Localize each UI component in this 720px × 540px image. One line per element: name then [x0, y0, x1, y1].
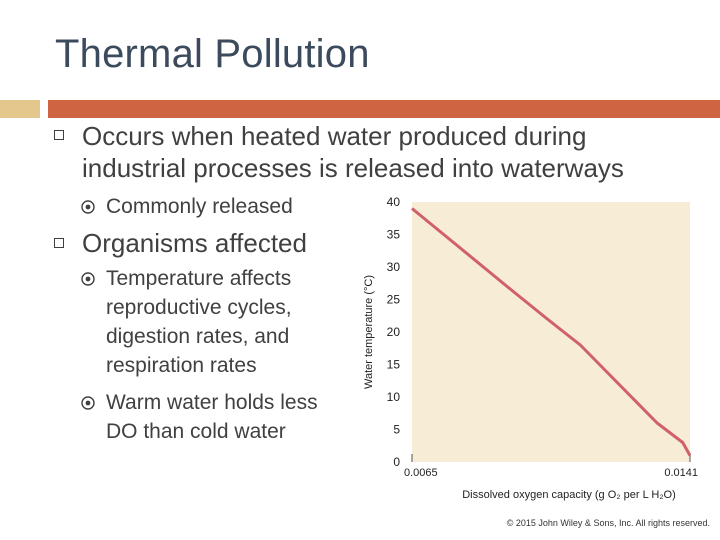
y-tick-label: 25 [387, 293, 401, 307]
y-tick-label: 20 [387, 325, 401, 339]
y-tick-label: 15 [387, 358, 401, 372]
sub-bullet-warm-line-1: Warm water holds less [106, 391, 318, 414]
target-bullet-icon [81, 200, 95, 214]
y-tick-label: 40 [387, 195, 401, 209]
target-bullet-icon [81, 272, 95, 286]
target-bullet-icon [81, 396, 95, 410]
accent-bar-left [0, 100, 40, 118]
y-tick-label: 30 [387, 260, 401, 274]
y-axis-label: Water temperature (°C) [363, 275, 375, 389]
y-tick-label: 0 [393, 455, 400, 469]
bullet-square-icon [54, 238, 64, 248]
bullet-2-line-1: Organisms affected [82, 228, 307, 258]
copyright-notice: © 2015 John Wiley & Sons, Inc. All right… [506, 518, 710, 528]
accent-bar-right [48, 100, 720, 118]
x-axis-label: Dissolved oxygen capacity (g O₂ per L H₂… [462, 489, 676, 501]
sub-bullet-warm-line-2: DO than cold water [106, 420, 286, 443]
sub-bullet-temp-line-4: respiration rates [106, 354, 257, 377]
y-tick-label: 35 [387, 228, 401, 242]
series-line [411, 207, 692, 457]
sub-bullet-commonly-released: Commonly released [106, 195, 293, 218]
temperature-vs-oxygen-chart: 0 5 10 15 20 25 30 35 40 0.0065 0.0141 Water temp… [363, 195, 698, 501]
bullet-square-icon [54, 130, 64, 140]
x-tick-label: 0.0141 [664, 467, 698, 479]
slide-title: Thermal Pollution [55, 32, 370, 76]
bullet-1-line-1: Occurs when heated water produced during [82, 121, 587, 151]
x-tick-label: 0.0065 [404, 467, 438, 479]
sub-bullet-temp-line-2: reproductive cycles, [106, 296, 292, 319]
y-tick-label: 5 [393, 423, 400, 437]
y-tick-label: 10 [387, 390, 401, 404]
sub-bullet-temp-line-3: digestion rates, and [106, 325, 290, 348]
bullet-1-line-2: industrial processes is released into wa… [82, 153, 624, 183]
sub-bullet-temp-line-1: Temperature affects [106, 267, 292, 290]
